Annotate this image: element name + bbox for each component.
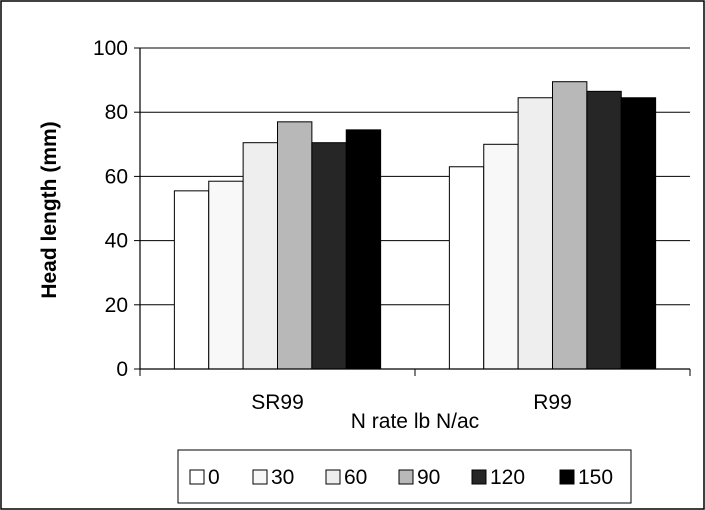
category-label: R99 <box>533 391 572 414</box>
y-axis-title: Head length (mm) <box>38 121 61 298</box>
bar <box>173 190 210 370</box>
legend-label: 60 <box>344 466 367 489</box>
y-tick-label: 20 <box>105 294 128 317</box>
legend: 0 30 60 90 120 150 <box>189 466 613 489</box>
legend-swatch <box>252 469 268 485</box>
x-axis-title: N rate lb N/ac <box>351 410 479 433</box>
legend-label: 30 <box>271 466 294 489</box>
bar <box>517 97 553 370</box>
y-tick-label: 40 <box>105 230 128 253</box>
bars <box>173 81 657 370</box>
legend-label: 90 <box>417 466 440 489</box>
legend-swatch <box>189 469 205 485</box>
bar <box>586 90 622 370</box>
category-labels: SR99 R99 <box>251 391 572 414</box>
legend-label: 0 <box>208 466 220 489</box>
y-tick-labels: 0 20 40 60 80 100 <box>93 37 128 381</box>
category-label: SR99 <box>251 391 304 414</box>
legend-swatch <box>471 469 487 485</box>
y-tick-label: 100 <box>93 37 128 60</box>
legend-swatch <box>559 469 575 485</box>
y-tick-label: 0 <box>116 358 128 381</box>
bar <box>483 143 519 370</box>
legend-label: 120 <box>490 466 525 489</box>
bar <box>620 97 657 370</box>
bar <box>277 121 313 370</box>
y-tick-label: 80 <box>105 101 128 124</box>
bar <box>345 129 382 370</box>
y-tick-label: 60 <box>105 165 128 188</box>
axes <box>134 47 691 376</box>
legend-swatch <box>398 469 414 485</box>
legend-label: 150 <box>578 466 613 489</box>
bar <box>208 180 244 370</box>
bar <box>552 81 588 370</box>
bar <box>448 166 485 370</box>
bar <box>242 142 278 370</box>
legend-swatch <box>325 469 341 485</box>
bar <box>311 142 347 370</box>
